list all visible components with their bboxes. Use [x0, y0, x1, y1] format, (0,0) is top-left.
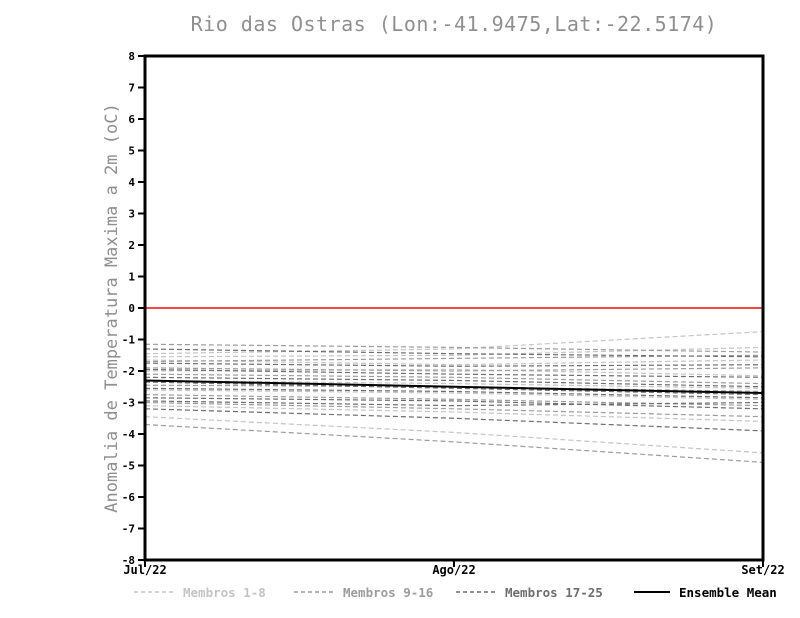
legend-line-sample-dashed	[455, 589, 497, 595]
chart-figure: Rio das Ostras (Lon:-41.9475,Lat:-22.517…	[0, 0, 800, 618]
ensemble-member-line	[145, 425, 763, 463]
y-tick-label: 2	[128, 239, 135, 252]
y-tick-label: 6	[128, 113, 135, 126]
x-tick-label-set: Set/22	[741, 563, 784, 577]
legend-item-membros-1-8: Membros 1-8	[133, 584, 266, 600]
legend-label: Membros 17-25	[505, 585, 603, 600]
y-tick-label: -7	[122, 523, 135, 536]
ensemble-member-line	[145, 409, 763, 431]
legend-label: Ensemble Mean	[679, 585, 777, 600]
y-tick-label: -2	[122, 365, 135, 378]
legend-item-membros-17-25: Membros 17-25	[455, 584, 603, 600]
y-tick-label: -5	[122, 460, 135, 473]
y-tick-label: -1	[122, 334, 136, 347]
y-tick-label: 7	[128, 82, 135, 95]
x-tick-label-ago: Ago/22	[432, 563, 475, 577]
legend-item-ensemble-mean: Ensemble Mean	[633, 584, 777, 600]
y-tick-label: 3	[128, 208, 135, 221]
ensemble-member-line	[145, 349, 763, 357]
y-tick-label: -3	[122, 397, 135, 410]
legend-label: Membros 9-16	[343, 585, 433, 600]
legend-line-sample-dashed	[293, 589, 335, 595]
legend-line-sample-dashed	[133, 589, 175, 595]
y-tick-label: 5	[128, 145, 135, 158]
ensemble-member-line	[145, 382, 763, 395]
ensemble-member-line	[145, 403, 763, 417]
y-tick-label: -4	[122, 428, 136, 441]
y-tick-label: -6	[122, 491, 136, 504]
legend-item-membros-9-16: Membros 9-16	[293, 584, 433, 600]
ensemble-member-line	[145, 406, 763, 422]
x-tick-label-jul: Jul/22	[123, 563, 166, 577]
legend-line-sample-solid	[633, 589, 671, 595]
ensemble-member-line	[145, 417, 763, 453]
y-tick-label: 1	[128, 271, 135, 284]
y-tick-label: 4	[128, 176, 135, 189]
y-tick-label: 0	[128, 302, 135, 315]
ensemble-member-line	[145, 363, 763, 366]
y-tick-label: 8	[128, 50, 135, 63]
ensemble-member-line	[145, 369, 763, 377]
legend-label: Membros 1-8	[183, 585, 266, 600]
plot-area: 876543210-1-2-3-4-5-6-7-8	[0, 0, 800, 618]
